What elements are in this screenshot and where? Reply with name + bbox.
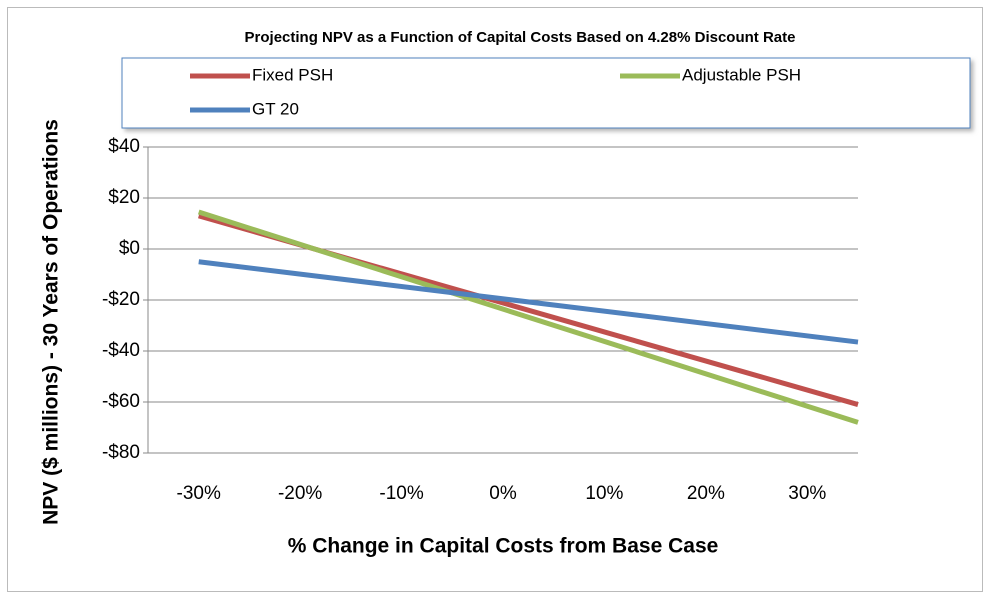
- x-axis-title: % Change in Capital Costs from Base Case: [288, 535, 719, 558]
- x-tick-label: -30%: [177, 483, 221, 504]
- series-line: [198, 259, 859, 345]
- series-line: [197, 209, 859, 425]
- legend: [121, 57, 971, 129]
- y-tick-label: $20: [108, 187, 140, 208]
- y-tick-label: $40: [108, 136, 140, 157]
- y-tick-label: -$80: [102, 442, 140, 463]
- chart-title: Projecting NPV as a Function of Capital …: [245, 29, 796, 46]
- legend-label: Fixed PSH: [252, 65, 333, 84]
- x-tick-label: 0%: [489, 483, 517, 504]
- y-tick-label: -$40: [102, 340, 140, 361]
- x-tick-label: 30%: [788, 483, 826, 504]
- x-tick-label: -20%: [278, 483, 322, 504]
- legend-label: GT 20: [252, 99, 299, 118]
- y-tick-label: -$60: [102, 391, 140, 412]
- x-tick-label: 10%: [585, 483, 623, 504]
- x-tick-label: 20%: [687, 483, 725, 504]
- x-tick-label: -10%: [379, 483, 423, 504]
- legend-label: Adjustable PSH: [682, 65, 801, 84]
- y-tick-label: $0: [119, 238, 140, 259]
- y-axis-title: NPV ($ millions) - 30 Years of Operation…: [40, 119, 63, 525]
- y-tick-label: -$20: [102, 289, 140, 310]
